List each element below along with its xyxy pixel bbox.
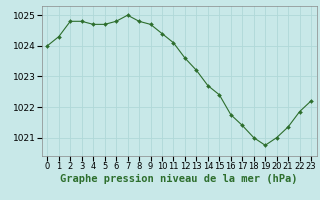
X-axis label: Graphe pression niveau de la mer (hPa): Graphe pression niveau de la mer (hPa) — [60, 174, 298, 184]
